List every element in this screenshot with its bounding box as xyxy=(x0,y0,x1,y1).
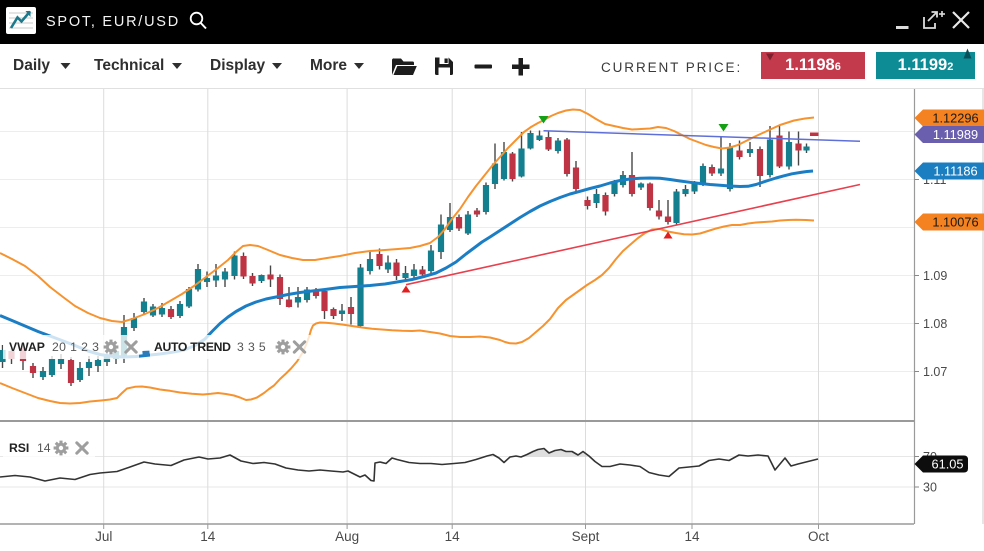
svg-text:1.12296: 1.12296 xyxy=(932,111,978,126)
svg-text:14: 14 xyxy=(37,441,51,455)
svg-text:AUTO TREND: AUTO TREND xyxy=(154,340,231,354)
svg-text:Jul: Jul xyxy=(95,529,112,544)
svg-text:14: 14 xyxy=(684,529,700,544)
svg-text:1.09: 1.09 xyxy=(923,269,947,283)
svg-text:14: 14 xyxy=(200,529,216,544)
svg-text:1.07: 1.07 xyxy=(923,365,947,379)
svg-text:1.10076: 1.10076 xyxy=(932,215,978,230)
svg-text:VWAP: VWAP xyxy=(9,340,45,354)
svg-text:3 3 5: 3 3 5 xyxy=(237,340,266,354)
svg-text:1.08: 1.08 xyxy=(923,317,947,331)
svg-text:1.11186: 1.11186 xyxy=(933,164,977,179)
svg-text:Oct: Oct xyxy=(808,529,829,544)
svg-text:RSI: RSI xyxy=(9,441,29,455)
svg-text:30: 30 xyxy=(923,481,937,495)
svg-text:Sept: Sept xyxy=(572,529,600,544)
svg-text:1.11989: 1.11989 xyxy=(933,127,978,142)
svg-text:61.05: 61.05 xyxy=(931,457,963,472)
svg-text:Aug: Aug xyxy=(335,529,359,544)
svg-text:20 1 2 3: 20 1 2 3 xyxy=(52,340,99,354)
svg-text:14: 14 xyxy=(445,529,461,544)
